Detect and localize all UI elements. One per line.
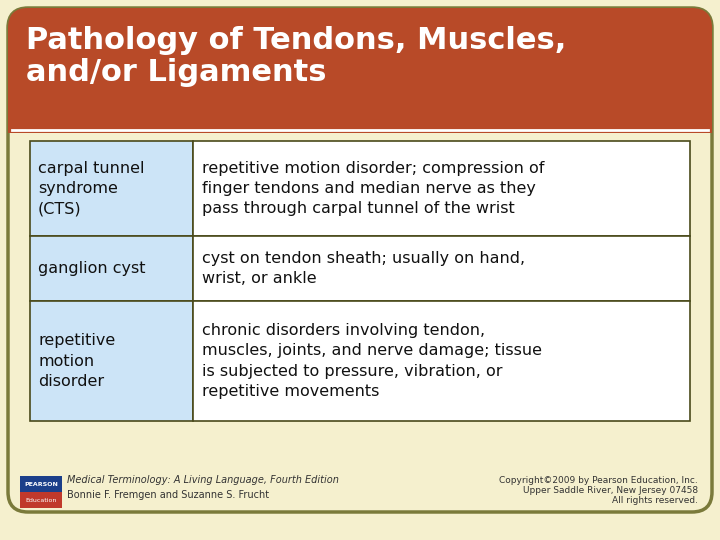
Text: and/or Ligaments: and/or Ligaments [26, 58, 326, 87]
Text: cyst on tendon sheath; usually on hand,
wrist, or ankle: cyst on tendon sheath; usually on hand, … [202, 251, 525, 286]
Bar [30, 236, 193, 301]
Text: Pathology of Tendons, Muscles,: Pathology of Tendons, Muscles, [26, 26, 567, 55]
Text: repetitive motion disorder; compression of
finger tendons and median nerve as th: repetitive motion disorder; compression … [202, 160, 544, 217]
Text: Education: Education [25, 497, 57, 503]
Text: PEARSON: PEARSON [24, 482, 58, 487]
Text: carpal tunnel
syndrome
(CTS): carpal tunnel syndrome (CTS) [38, 160, 145, 217]
Text: All rights reserved.: All rights reserved. [612, 496, 698, 505]
Text: Copyright©2009 by Pearson Education, Inc.: Copyright©2009 by Pearson Education, Inc… [499, 476, 698, 485]
Bar [30, 301, 193, 421]
Text: repetitive
motion
disorder: repetitive motion disorder [38, 333, 115, 389]
Text: chronic disorders involving tendon,
muscles, joints, and nerve damage; tissue
is: chronic disorders involving tendon, musc… [202, 323, 542, 399]
Text: Medical Terminology: A Living Language, Fourth Edition: Medical Terminology: A Living Language, … [67, 475, 339, 485]
Text: Upper Saddle River, New Jersey 07458: Upper Saddle River, New Jersey 07458 [523, 486, 698, 495]
FancyBboxPatch shape [8, 8, 712, 133]
Bar [8, 71, 712, 133]
Text: Bonnie F. Fremgen and Suzanne S. Frucht: Bonnie F. Fremgen and Suzanne S. Frucht [67, 490, 269, 500]
Bar [193, 141, 690, 236]
Text: ganglion cyst: ganglion cyst [38, 261, 145, 276]
Bar [193, 236, 690, 301]
Bar [30, 141, 193, 236]
Bar [193, 301, 690, 421]
FancyBboxPatch shape [8, 8, 712, 512]
Bar [20, 476, 62, 492]
Bar [20, 492, 62, 508]
